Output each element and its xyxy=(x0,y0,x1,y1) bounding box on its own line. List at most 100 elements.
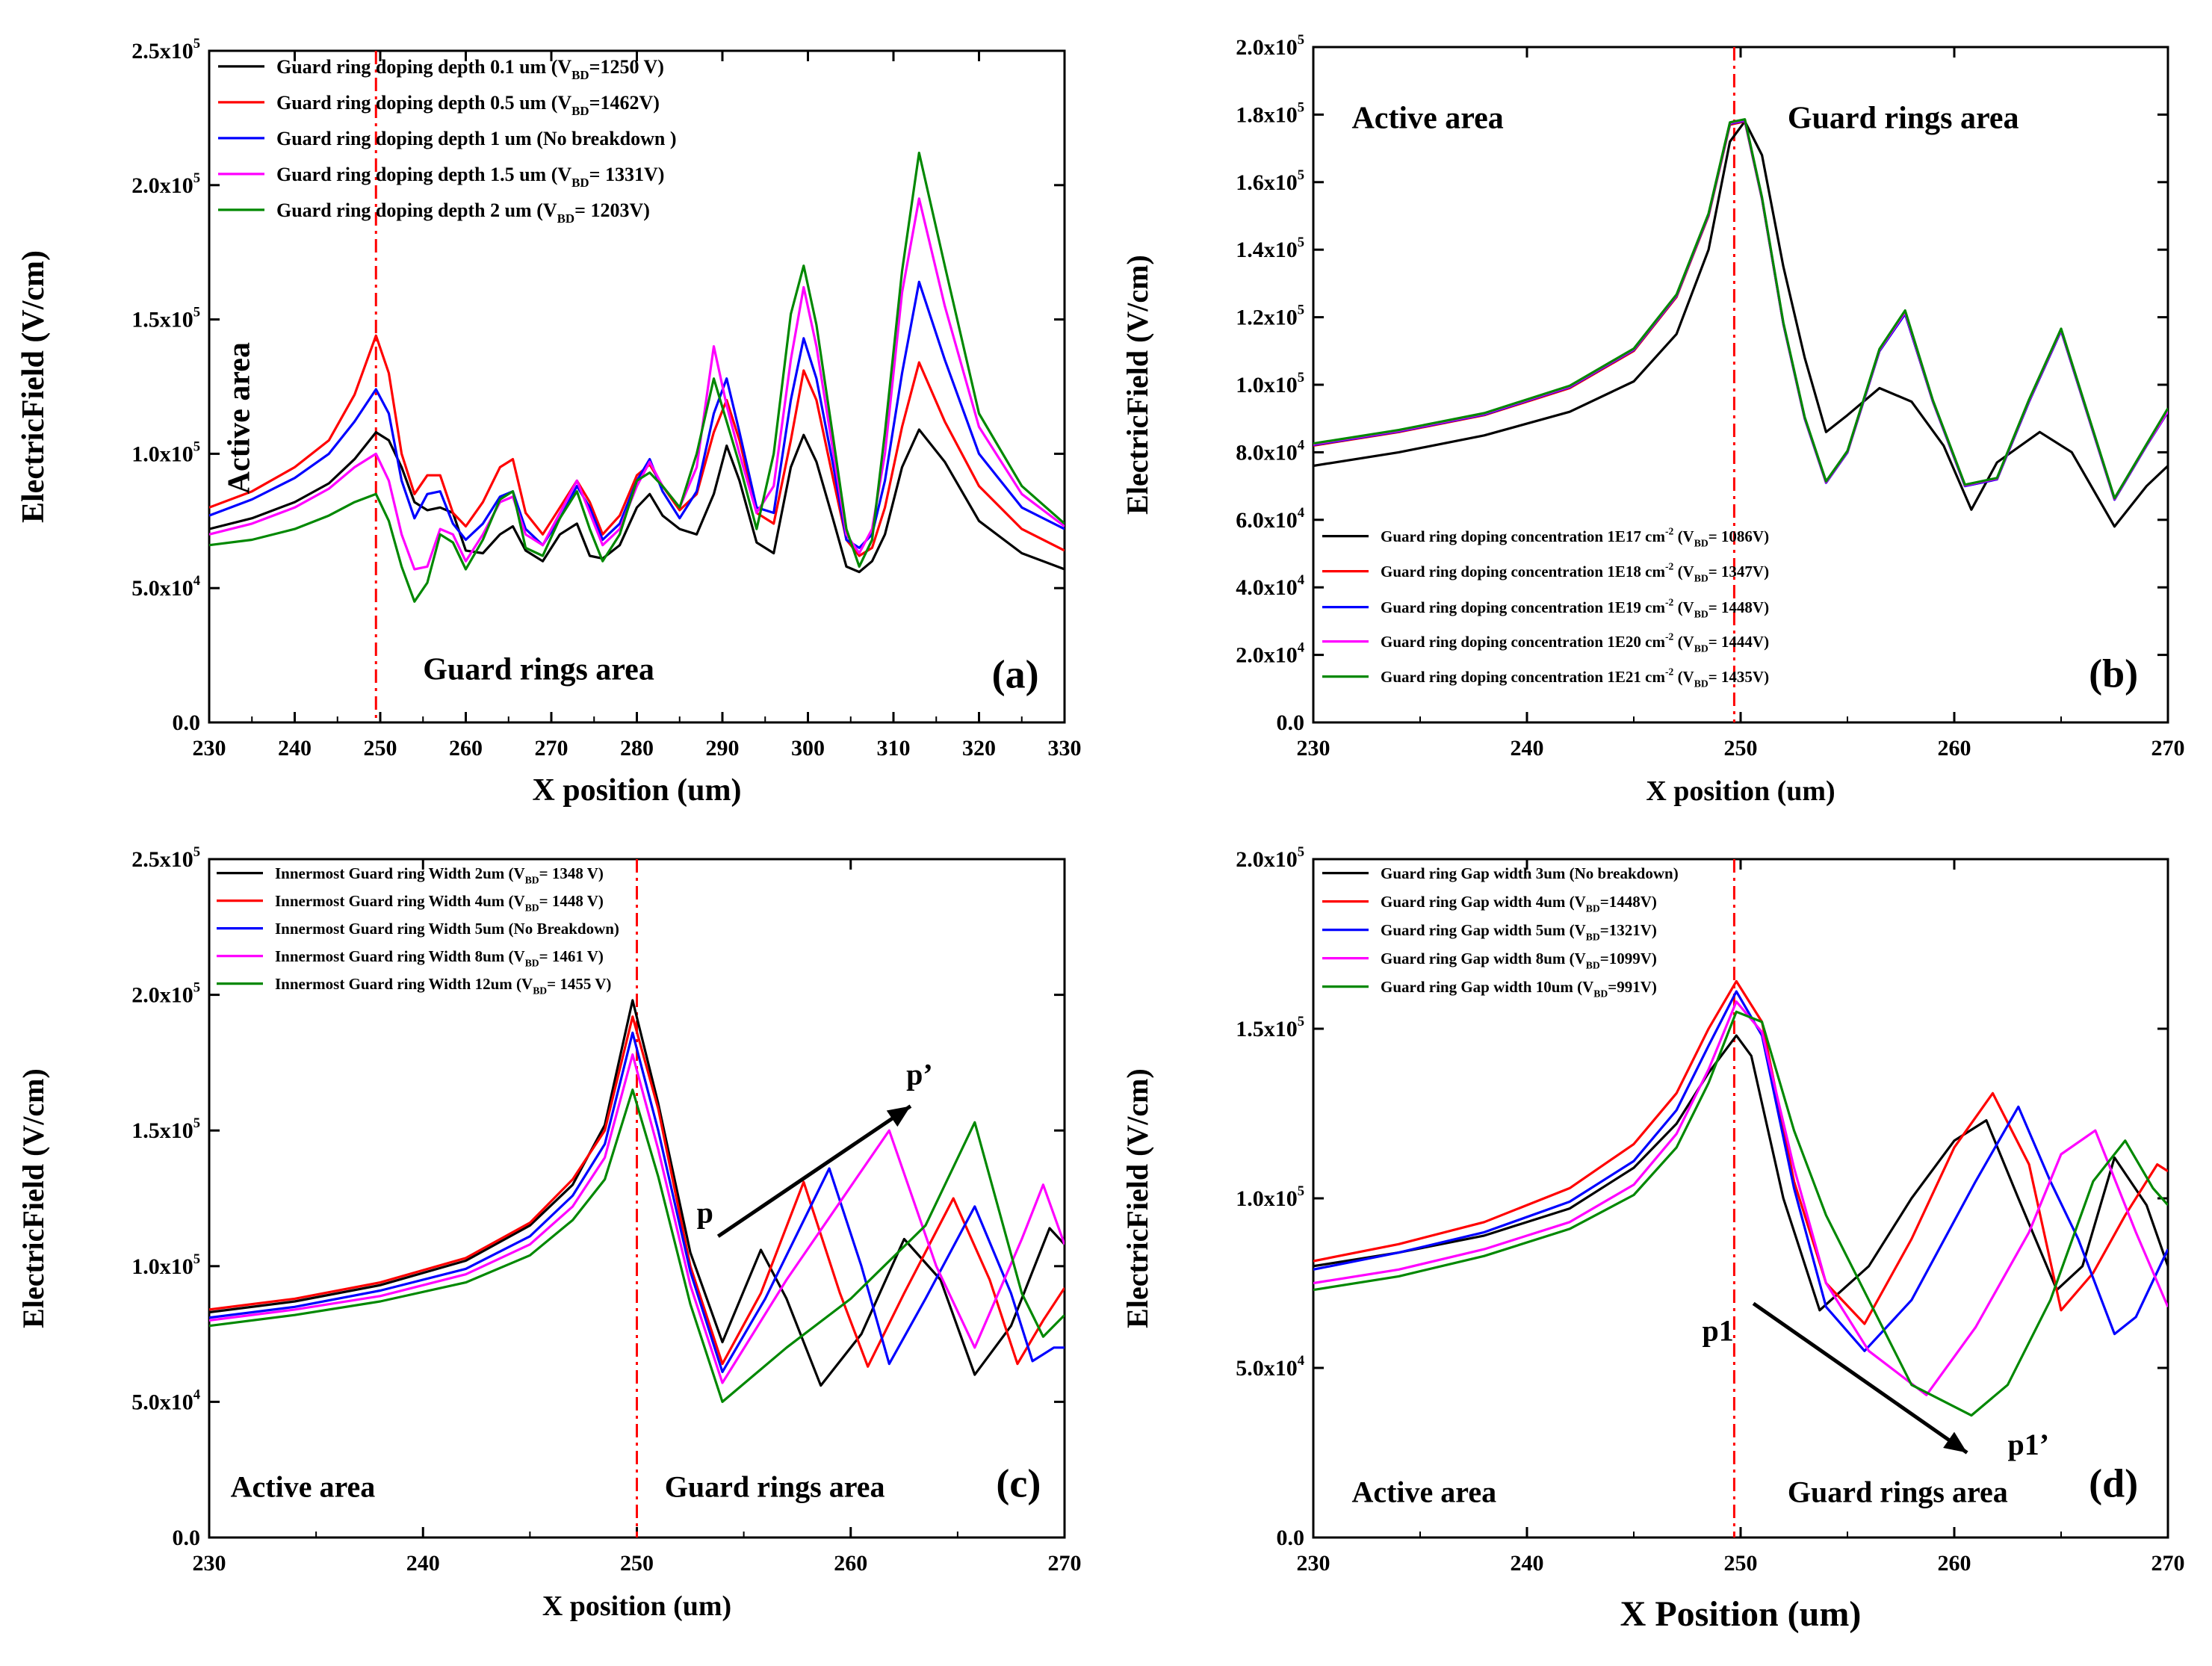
legend-sub: BD xyxy=(1694,678,1708,689)
legend-tail: = 1086V) xyxy=(1708,527,1769,545)
legend-entry: Guard ring doping depth 0.5 um (VBD=1462… xyxy=(276,92,660,118)
legend-text: Guard ring Gap width 10um (V xyxy=(1381,978,1593,996)
legend-text: Guard ring doping depth 2 um (V xyxy=(276,199,557,221)
legend-sup: -2 xyxy=(1665,597,1674,608)
y-tick-mantissa: 6.0x10 xyxy=(1236,508,1298,533)
legend-entry: Guard ring doping depth 0.1 um (VBD=1250… xyxy=(276,56,664,82)
legend-entry: Guard ring Gap width 8um (VBD=1099V) xyxy=(1381,950,1657,970)
legend-tail: =991V) xyxy=(1608,978,1657,996)
y-tick-mantissa: 1.5x10 xyxy=(131,1118,193,1143)
y-tick-mantissa: 2.0x10 xyxy=(131,173,193,198)
legend-sub: BD xyxy=(1586,959,1600,970)
legend-text: Guard ring doping depth 1.5 um (V xyxy=(276,164,571,185)
y-tick-label: 5.0x104 xyxy=(131,1387,200,1414)
y-tick-mantissa: 1.2x10 xyxy=(1236,306,1298,330)
y-tick-exponent: 5 xyxy=(1298,1183,1304,1199)
x-tick-label: 310 xyxy=(877,736,911,761)
series-line-4 xyxy=(209,1053,1065,1384)
trend-arrow xyxy=(716,1104,912,1238)
y-tick-mantissa: 2.0x10 xyxy=(131,983,193,1008)
x-tick-label: 250 xyxy=(620,1551,654,1576)
legend-sub: BD xyxy=(557,211,574,226)
series-line-5 xyxy=(1313,118,2168,500)
legend-tail: =1462V) xyxy=(589,92,660,114)
legend-entry: Guard ring Gap width 3um (No breakdown) xyxy=(1381,864,1679,882)
legend-text: Guard ring doping depth 1 um (No breakdo… xyxy=(276,128,677,149)
y-tick-mantissa: 2.5x10 xyxy=(131,847,193,872)
legend-tail: = 1461 V) xyxy=(539,947,604,965)
annotation: Guard rings area xyxy=(1788,101,2019,135)
plot-frame xyxy=(208,49,1066,724)
annotation: Guard rings area xyxy=(423,652,654,687)
legend-entry: Guard ring doping concentration 1E19 cm-… xyxy=(1381,597,1769,620)
y-tick-mantissa: 1.4x10 xyxy=(1236,238,1298,262)
chart-panel-4: 230 240 250 260 2700.05.0x1041.0x1051.5x1052… xyxy=(1121,844,2185,1634)
y-tick-exponent: 5 xyxy=(1298,32,1304,48)
y-tick-mantissa: 0.0 xyxy=(173,710,201,735)
series-line-1 xyxy=(1313,120,2168,528)
legend-entry: Guard ring doping depth 2 um (VBD= 1203V… xyxy=(276,199,650,226)
y-tick-label: 1.6x105 xyxy=(1236,167,1304,195)
legend-entry: Innermost Guard ring Width 2um (VBD= 134… xyxy=(275,864,604,885)
y-tick-mantissa: 0.0 xyxy=(1277,710,1305,735)
y-tick-exponent: 5 xyxy=(1298,370,1304,385)
series-group xyxy=(209,152,1065,603)
annotation: Active area xyxy=(231,1470,376,1504)
legend-sub: BD xyxy=(533,985,547,996)
legend-mid: (V xyxy=(1673,527,1694,545)
annotation: p1 xyxy=(1703,1314,1734,1348)
y-tick-exponent: 5 xyxy=(193,844,200,860)
y-tick-mantissa: 1.5x10 xyxy=(1236,1017,1298,1041)
y-tick-label: 1.5x105 xyxy=(131,1115,200,1143)
y-axis-label: ElectricField (V/cm) xyxy=(1121,255,1154,515)
y-tick-exponent: 4 xyxy=(193,573,200,589)
y-tick-label: 0.0 xyxy=(1277,1526,1305,1550)
y-tick-label: 1.5x105 xyxy=(131,305,200,332)
legend-tail: = 1455 V) xyxy=(547,975,611,993)
legend-text: Guard ring doping depth 0.5 um (V xyxy=(276,92,571,114)
legend-entry: Innermost Guard ring Width 12um (VBD= 14… xyxy=(275,975,611,996)
y-tick-label: 4.0x104 xyxy=(1236,572,1304,600)
x-tick-label: 290 xyxy=(706,736,740,761)
x-tick-label: 240 xyxy=(406,1551,440,1576)
series-line-2 xyxy=(209,334,1065,557)
legend-text: Innermost Guard ring Width 2um (V xyxy=(275,864,525,882)
y-tick-exponent: 5 xyxy=(1298,1014,1304,1029)
legend-sup: -2 xyxy=(1665,631,1674,642)
x-tick-label: 260 xyxy=(1938,736,1971,761)
legend-tail: = 1444V) xyxy=(1708,633,1769,651)
legend-mid: (V xyxy=(1673,563,1694,580)
y-tick-mantissa: 1.5x10 xyxy=(131,308,193,332)
y-tick-label: 2.0x105 xyxy=(1236,32,1304,60)
legend-text: Guard ring doping concentration 1E18 cm xyxy=(1381,563,1665,580)
y-tick-exponent: 5 xyxy=(193,36,200,52)
legend-text: Innermost Guard ring Width 8um (V xyxy=(275,947,525,965)
y-tick-mantissa: 1.0x10 xyxy=(1236,373,1298,397)
legend-tail: =1321V) xyxy=(1600,921,1657,939)
y-tick-exponent: 4 xyxy=(1298,437,1304,453)
legend-sub: BD xyxy=(1586,902,1600,914)
series-line-5 xyxy=(1313,1010,2168,1417)
y-tick-label: 2.5x105 xyxy=(131,844,200,872)
y-tick-exponent: 5 xyxy=(193,1251,200,1267)
y-tick-exponent: 4 xyxy=(1298,1353,1304,1369)
legend-tail: = 1448V) xyxy=(1708,598,1769,616)
y-tick-label: 1.0x105 xyxy=(131,1251,200,1279)
y-tick-exponent: 5 xyxy=(1298,99,1304,115)
x-tick-label: 250 xyxy=(1724,1551,1758,1576)
legend-sub: BD xyxy=(571,68,589,82)
y-tick-mantissa: 0.0 xyxy=(1277,1526,1305,1550)
legend-sup: -2 xyxy=(1665,666,1674,678)
x-tick-label: 240 xyxy=(1511,736,1544,761)
x-tick-label: 230 xyxy=(1297,736,1330,761)
annotation: Active area xyxy=(1351,101,1503,135)
legend-tail: = 1348 V) xyxy=(539,864,604,882)
y-tick-label: 6.0x104 xyxy=(1236,505,1304,533)
legend-sup: -2 xyxy=(1665,561,1674,572)
y-axis-label: ElectricField (V/cm) xyxy=(1121,1068,1154,1328)
y-tick-label: 2.5x105 xyxy=(131,36,200,64)
legend-text: Guard ring doping concentration 1E19 cm xyxy=(1381,598,1665,616)
y-tick-exponent: 4 xyxy=(1298,640,1304,656)
trend-arrow-head xyxy=(886,1106,911,1127)
x-tick-label: 240 xyxy=(278,736,312,761)
